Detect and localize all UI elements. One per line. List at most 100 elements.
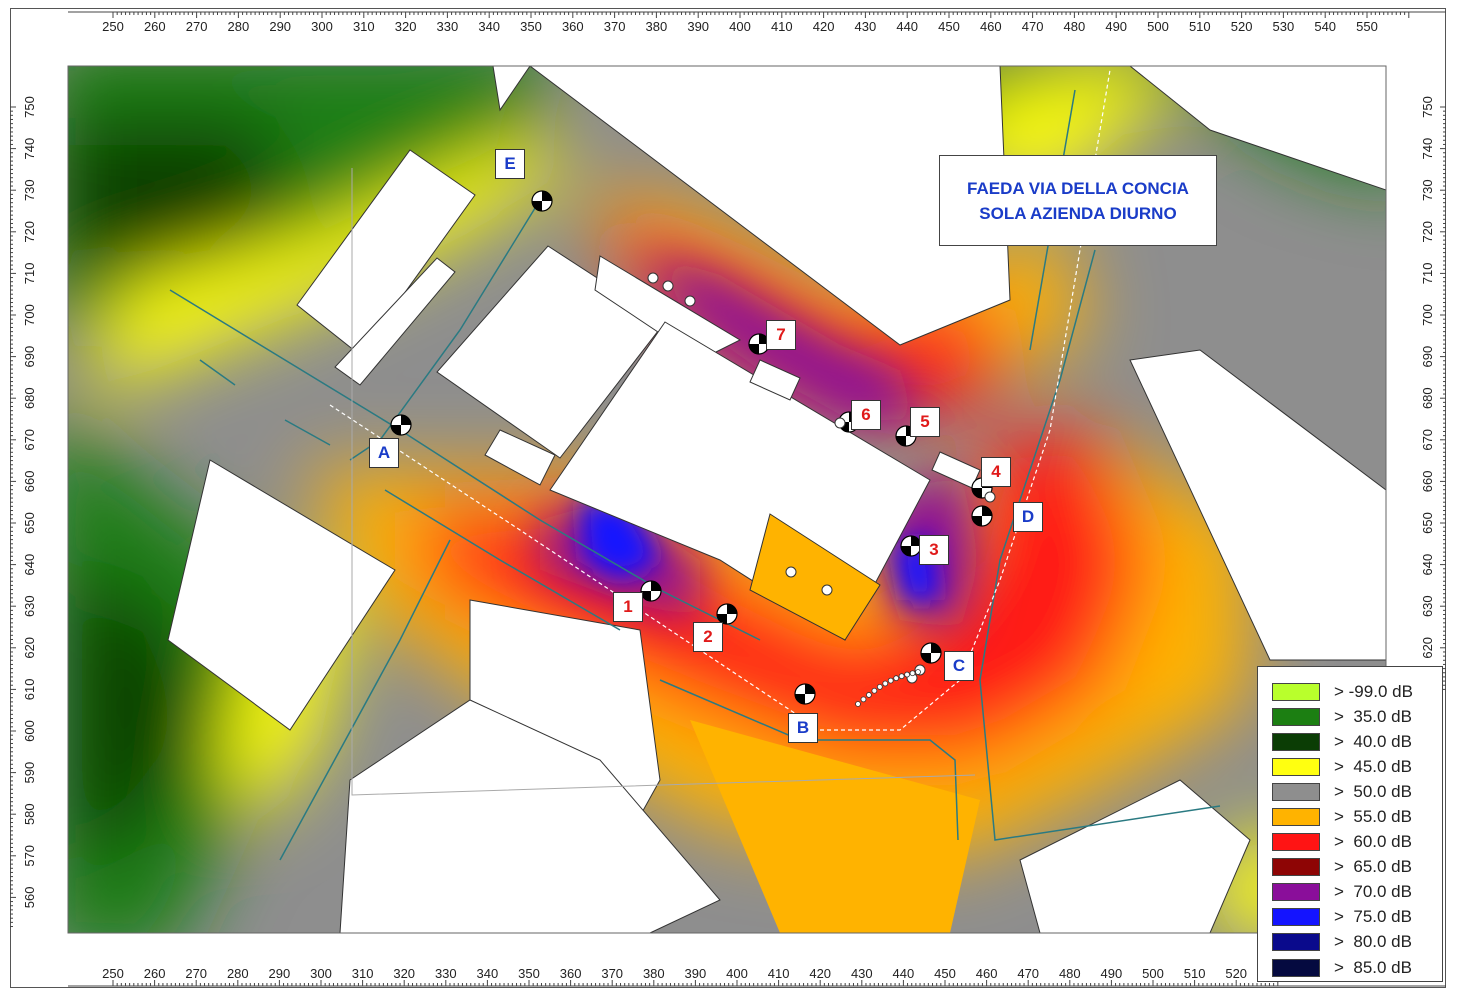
buildings <box>167 66 1386 933</box>
boundary-lines <box>351 168 976 796</box>
receptor-label-c: C <box>944 651 974 681</box>
legend-label: > 55.0 dB <box>1334 807 1412 827</box>
left-axis-tick-label: 680 <box>22 387 37 409</box>
noise-source-icon <box>684 295 696 307</box>
legend-row: > 35.0 dB <box>1258 704 1442 729</box>
top-axis-tick-label: 250 <box>102 19 124 34</box>
top-axis-tick-label: 490 <box>1105 19 1127 34</box>
noise-sources <box>647 272 996 707</box>
bottom-axis-tick-label: 260 <box>144 966 166 981</box>
top-axis-tick-label: 510 <box>1189 19 1211 34</box>
legend-label: > -99.0 dB <box>1334 681 1413 701</box>
measurement-point-icon <box>971 505 993 527</box>
left-axis-tick-label: 630 <box>22 595 37 617</box>
top-axis-tick-label: 410 <box>771 19 793 34</box>
bottom-axis-tick-label: 380 <box>643 966 665 981</box>
noise-source-icon <box>887 677 894 684</box>
left-axis-tick-label: 720 <box>22 221 37 243</box>
top-axis-tick-label: 480 <box>1064 19 1086 34</box>
right-axis-tick-label: 720 <box>1420 221 1435 243</box>
legend-row: > 60.0 dB <box>1258 830 1442 855</box>
noise-source-icon <box>898 673 905 680</box>
receptor-label-4: 4 <box>981 457 1011 487</box>
right-axis-tick-label: 630 <box>1420 595 1435 617</box>
top-axis-tick-label: 340 <box>478 19 500 34</box>
top-axis-tick-label: 330 <box>437 19 459 34</box>
legend-label: > 45.0 dB <box>1334 756 1412 776</box>
legend-label: > 40.0 dB <box>1334 731 1412 751</box>
bottom-axis-tick-label: 490 <box>1101 966 1123 981</box>
legend-swatch <box>1272 908 1320 927</box>
legend-swatch <box>1272 682 1320 701</box>
right-axis-tick-label: 670 <box>1420 429 1435 451</box>
bottom-axis-tick-label: 440 <box>893 966 915 981</box>
left-axis-tick-label: 570 <box>22 845 37 867</box>
receptor-label-5: 5 <box>910 407 940 437</box>
top-axis-tick-label: 420 <box>813 19 835 34</box>
top-axis-tick-label: 440 <box>896 19 918 34</box>
noise-source-icon <box>821 584 833 596</box>
left-axis-tick-label: 580 <box>22 803 37 825</box>
right-axis-tick-label: 660 <box>1420 471 1435 493</box>
measurement-point-icon <box>390 414 412 436</box>
left-axis-tick-label: 710 <box>22 263 37 285</box>
bottom-axis: 250 260 270 280 290 300 310 320 330 340 350 360 370 3… <box>68 966 1446 987</box>
top-axis-tick-label: 290 <box>269 19 291 34</box>
bottom-axis-tick-label: 310 <box>352 966 374 981</box>
receptor-label-d: D <box>1013 502 1043 532</box>
left-axis-tick-label: 650 <box>22 512 37 534</box>
left-axis-tick-label: 600 <box>22 720 37 742</box>
measurement-point-icon <box>794 683 816 705</box>
measurement-point-icon <box>716 603 738 625</box>
measurement-point-icon <box>531 190 553 212</box>
top-axis-tick-label: 550 <box>1356 19 1378 34</box>
bottom-axis-tick-label: 470 <box>1017 966 1039 981</box>
top-axis-tick-label: 270 <box>186 19 208 34</box>
legend-swatch <box>1272 808 1320 827</box>
left-axis-tick-label: 690 <box>22 346 37 368</box>
left-axis-tick-label: 610 <box>22 679 37 701</box>
legend-row: > 50.0 dB <box>1258 779 1442 804</box>
legend-swatch <box>1272 757 1320 776</box>
legend-label: > 65.0 dB <box>1334 857 1412 877</box>
bottom-axis-tick-label: 450 <box>934 966 956 981</box>
bottom-axis-tick-label: 430 <box>851 966 873 981</box>
legend: > -99.0 dB > 35.0 dB > 40.0 dB > 45.0 dB > 5… <box>1257 666 1443 982</box>
bottom-axis-tick-label: 500 <box>1142 966 1164 981</box>
legend-swatch <box>1272 883 1320 902</box>
bottom-axis-tick-label: 350 <box>518 966 540 981</box>
bottom-axis-tick-label: 480 <box>1059 966 1081 981</box>
legend-row: > 55.0 dB <box>1258 804 1442 829</box>
legend-label: > 80.0 dB <box>1334 932 1412 952</box>
legend-label: > 75.0 dB <box>1334 907 1412 927</box>
noise-source-icon <box>647 272 659 284</box>
receptor-label-6: 6 <box>851 400 881 430</box>
top-axis-tick-label: 470 <box>1022 19 1044 34</box>
receptor-label-2: 2 <box>693 622 723 652</box>
noise-source-icon <box>834 417 846 429</box>
top-axis-tick-label: 280 <box>228 19 250 34</box>
noise-source-icon <box>893 675 900 682</box>
bottom-axis-tick-label: 330 <box>435 966 457 981</box>
top-axis-tick-label: 350 <box>520 19 542 34</box>
top-axis-tick-label: 430 <box>855 19 877 34</box>
bottom-axis-tick-label: 320 <box>393 966 415 981</box>
map-title-box: FAEDA VIA DELLA CONCIA SOLA AZIENDA DIUR… <box>939 155 1217 246</box>
legend-swatch <box>1272 858 1320 877</box>
bottom-axis-tick-label: 390 <box>685 966 707 981</box>
noise-source-icon <box>909 670 916 677</box>
right-axis-tick-label: 690 <box>1420 346 1435 368</box>
top-axis-tick-label: 400 <box>729 19 751 34</box>
noise-source-icon <box>866 692 872 698</box>
right-axis-tick-label: 740 <box>1420 138 1435 160</box>
noise-source-icon <box>915 669 921 675</box>
title-line-2: SOLA AZIENDA DIURNO <box>979 203 1177 223</box>
receptor-label-7: 7 <box>766 320 796 350</box>
left-axis-tick-label: 620 <box>22 637 37 659</box>
building-sw <box>167 459 396 731</box>
legend-row: > 65.0 dB <box>1258 855 1442 880</box>
legend-label: > 60.0 dB <box>1334 832 1412 852</box>
noise-source-icon <box>904 671 910 678</box>
measurement-point-icon <box>900 535 922 557</box>
